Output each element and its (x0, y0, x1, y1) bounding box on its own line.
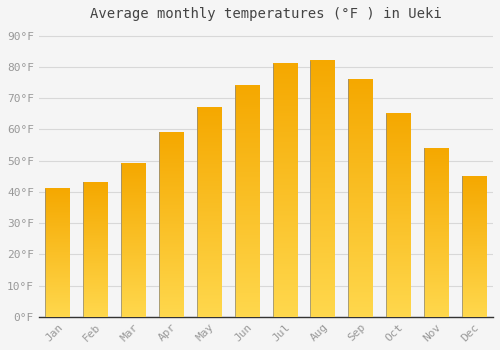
Title: Average monthly temperatures (°F ) in Ueki: Average monthly temperatures (°F ) in Ue… (90, 7, 442, 21)
